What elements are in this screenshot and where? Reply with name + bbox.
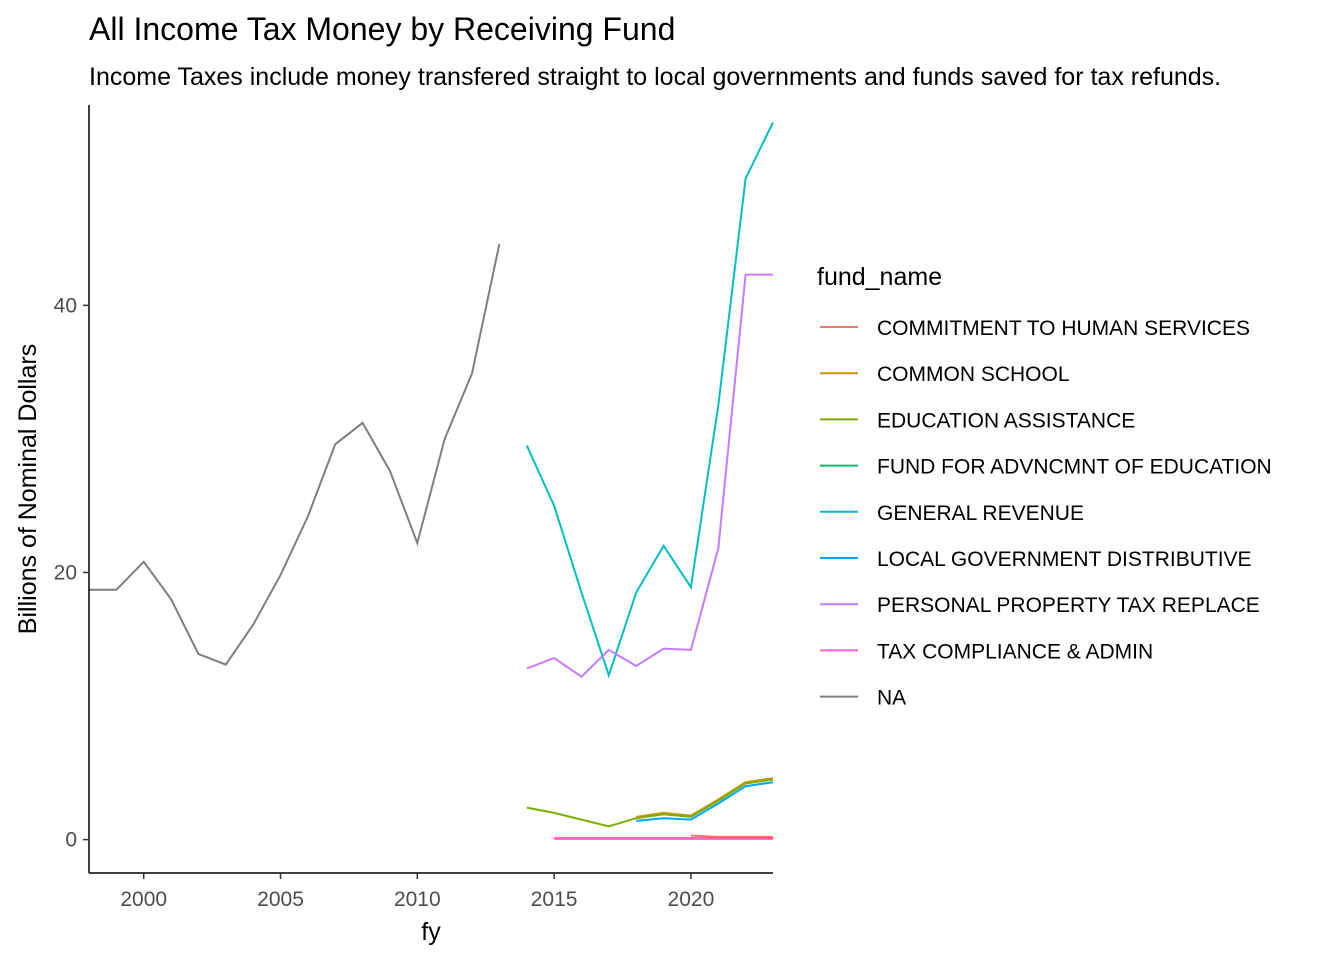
series-line-4 bbox=[525, 121, 774, 679]
series-line-6 bbox=[526, 273, 773, 678]
x-tick-label-2: 2010 bbox=[394, 888, 441, 911]
legend-label-2: EDUCATION ASSISTANCE bbox=[877, 409, 1135, 432]
legend-label-1: COMMON SCHOOL bbox=[877, 363, 1070, 386]
y-axis-ticks: 0 20 40 bbox=[54, 294, 89, 852]
plot-lines bbox=[89, 121, 774, 840]
legend-label-0: COMMITMENT TO HUMAN SERVICES bbox=[877, 317, 1250, 340]
series-line-5 bbox=[636, 781, 774, 822]
legend-label-4: GENERAL REVENUE bbox=[877, 502, 1084, 525]
x-axis-ticks: 2000 2005 2010 2015 2020 bbox=[120, 873, 714, 911]
legend-label-5: LOCAL GOVERNMENT DISTRIBUTIVE bbox=[877, 548, 1252, 571]
y-tick-label-2: 40 bbox=[54, 294, 77, 317]
x-tick-label-1: 2005 bbox=[257, 888, 304, 911]
legend-title: fund_name bbox=[817, 263, 942, 291]
series-line-1 bbox=[636, 777, 774, 818]
y-tick-label-1: 20 bbox=[54, 561, 77, 584]
y-axis-title: Billions of Nominal Dollars bbox=[14, 344, 42, 634]
legend-label-3: FUND FOR ADVNCMNT OF EDUCATION bbox=[877, 456, 1272, 479]
legend: COMMITMENT TO HUMAN SERVICES COMMON SCHOO… bbox=[820, 317, 1272, 710]
legend-label-7: TAX COMPLIANCE & ADMIN bbox=[877, 640, 1153, 663]
x-tick-label-3: 2015 bbox=[531, 888, 578, 911]
series-line-0 bbox=[690, 834, 773, 838]
y-tick-label-0: 0 bbox=[65, 829, 77, 852]
chart-title: All Income Tax Money by Receiving Fund bbox=[89, 11, 675, 47]
series-line-8 bbox=[89, 243, 501, 666]
legend-label-6: PERSONAL PROPERTY TAX REPLACE bbox=[877, 594, 1260, 617]
x-axis-title: fy bbox=[421, 918, 441, 946]
x-tick-label-4: 2020 bbox=[668, 888, 715, 911]
chart-subtitle: Income Taxes include money transfered st… bbox=[89, 63, 1221, 91]
x-tick-label-0: 2000 bbox=[120, 888, 167, 911]
legend-label-8: NA bbox=[877, 687, 906, 710]
series-line-2 bbox=[526, 778, 774, 828]
